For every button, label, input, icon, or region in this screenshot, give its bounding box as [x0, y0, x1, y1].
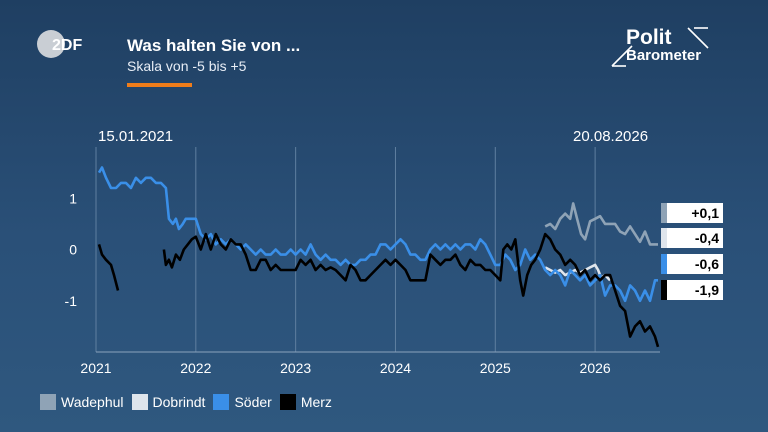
legend-swatch [279, 394, 296, 410]
legend-label: Merz [300, 394, 332, 410]
x-tick-label: 2023 [280, 360, 311, 376]
chart-title: Was halten Sie von ... [127, 36, 301, 55]
value-color-bar [661, 254, 667, 274]
series-line-merz [97, 244, 120, 291]
value-color-bar [661, 228, 667, 248]
y-tick-label: 0 [69, 242, 77, 258]
legend-item-wadephul: Wadephul [40, 394, 124, 410]
series-lines [97, 166, 660, 348]
series-line-wadephul [544, 202, 658, 246]
final-value-text: +0,1 [691, 205, 719, 221]
accent-line [127, 83, 192, 87]
x-tick-label: 2025 [480, 360, 511, 376]
brand-line2: Barometer [626, 47, 701, 64]
final-value-text: -0,4 [694, 230, 719, 246]
final-value-merz: -1,9 [661, 280, 723, 300]
series-line-merz [162, 232, 660, 348]
x-tick-label: 2024 [380, 360, 411, 376]
brand-line1: Polit [626, 26, 672, 49]
x-tick-label: 2022 [180, 360, 211, 376]
politbarometer-logo: Polit Barometer [611, 26, 709, 67]
final-value-dobrindt: -0,4 [661, 228, 723, 248]
legend-label: Söder [234, 394, 272, 410]
legend-item-merz: Merz [279, 394, 332, 410]
legend: Wadephul Dobrindt Söder Merz [40, 394, 340, 410]
final-value-text: -0,6 [694, 256, 719, 272]
final-value-text: -1,9 [694, 282, 719, 298]
value-color-bar [661, 203, 667, 223]
legend-swatch [213, 394, 230, 410]
legend-label: Dobrindt [152, 394, 206, 410]
series-line-söder [97, 166, 658, 303]
y-axis-labels: 1 0 -1 [65, 190, 78, 309]
start-date: 15.01.2021 [98, 128, 174, 145]
chart-grid [95, 147, 660, 353]
y-tick-label: 1 [69, 190, 77, 206]
final-value-wadephul: +0,1 [661, 203, 723, 223]
legend-item-dobrindt: Dobrindt [131, 394, 206, 410]
legend-label: Wadephul [61, 394, 124, 410]
y-tick-label: -1 [65, 293, 78, 309]
x-tick-label: 2026 [580, 360, 611, 376]
value-color-bar [661, 280, 667, 300]
x-tick-label: 2021 [80, 360, 111, 376]
legend-swatch [40, 394, 56, 410]
x-axis-labels: 2021 2022 2023 2024 2025 2026 [80, 360, 610, 376]
zdf-logo: 2DF [37, 30, 82, 58]
legend-swatch [131, 394, 148, 410]
final-value-söder: -0,6 [661, 254, 723, 274]
chart-subtitle: Skala von -5 bis +5 [127, 58, 247, 74]
logo-text: 2DF [52, 37, 82, 54]
legend-item-söder: Söder [213, 394, 272, 410]
end-date: 20.08.2026 [573, 128, 649, 145]
